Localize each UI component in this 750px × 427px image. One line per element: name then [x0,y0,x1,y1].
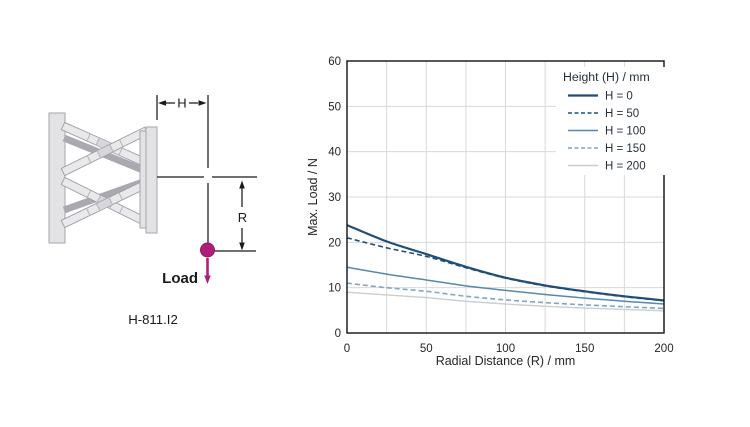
chart-legend: Height (H) / mm H = 0 H = 50 H = 100 H = 150… [556,67,672,175]
model-caption: H-811.I2 [128,312,178,327]
legend-item: H = 50 [605,108,639,120]
y-tick-label: 0 [335,328,341,340]
x-tick-label: 150 [575,343,594,355]
y-tick-label: 40 [328,147,341,159]
y-tick-label: 10 [328,283,341,295]
platform-plate-inner [139,130,147,229]
load-point-marker [200,242,215,258]
h-dimension: H [156,95,207,120]
y-tick-label: 60 [328,56,341,68]
x-tick-label: 0 [344,343,350,355]
chart-series [346,224,665,312]
x-tick-label: 100 [496,343,515,355]
hexapod-strut-back [62,178,145,214]
legend-item: H = 0 [605,91,633,103]
plot-area-frame [346,60,665,334]
series-line-h=200 [346,291,665,312]
series-line-h=50 [346,237,665,302]
legend-title: Height (H) / mm [563,70,650,84]
r-dimension: R [214,180,256,252]
x-axis-title: Radial Distance (R) / mm [436,354,576,368]
dim-r-label: R [238,210,247,225]
x-tick-label: 200 [654,343,673,355]
series-line-h=150 [346,282,665,310]
legend-item: H = 100 [605,126,646,138]
y-tick-label: 20 [328,237,341,249]
load-arrowhead-icon [204,275,211,284]
legend-item: H = 150 [605,143,646,155]
series-line-h=100 [346,266,665,305]
legend-item: H = 200 [605,161,646,173]
y-tick-label: 30 [328,192,341,204]
y-axis-title: Max. Load / N [306,158,320,236]
load-label: Load [162,270,198,287]
legend-background [556,67,672,175]
dim-h-label: H [177,96,186,111]
load-chart: 0 50 100 150 200 0 10 20 30 40 50 60 Radial Distanc… [306,56,674,368]
chart-tick-labels: 0 50 100 150 200 0 10 20 30 40 50 60 [328,56,673,355]
y-tick-label: 50 [328,101,341,113]
x-tick-label: 50 [420,343,433,355]
hexapod-figure: H R Load H-811.I2 [48,95,257,327]
platform-plate [145,126,158,234]
